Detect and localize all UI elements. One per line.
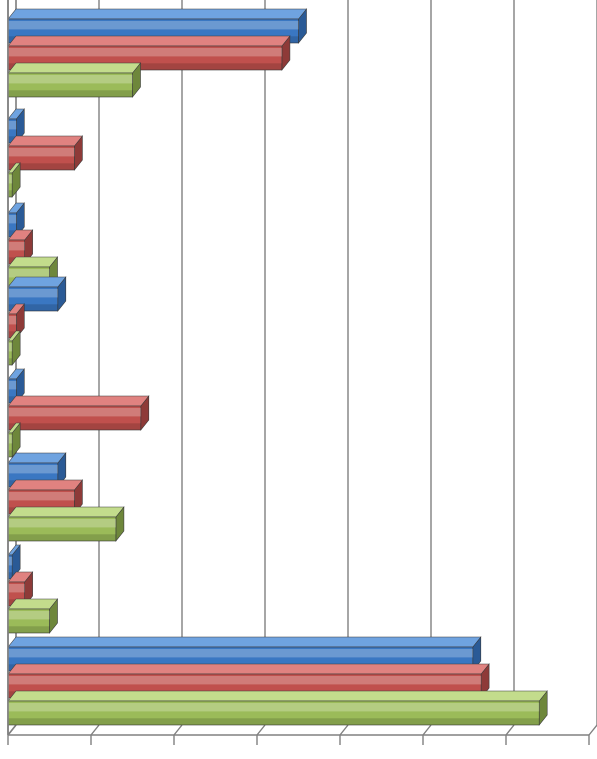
bar (8, 63, 141, 97)
bar-chart (0, 0, 597, 759)
bar (8, 691, 547, 725)
bar (8, 599, 58, 633)
chart-svg (0, 0, 597, 759)
bar (8, 507, 124, 541)
bar (8, 396, 149, 430)
